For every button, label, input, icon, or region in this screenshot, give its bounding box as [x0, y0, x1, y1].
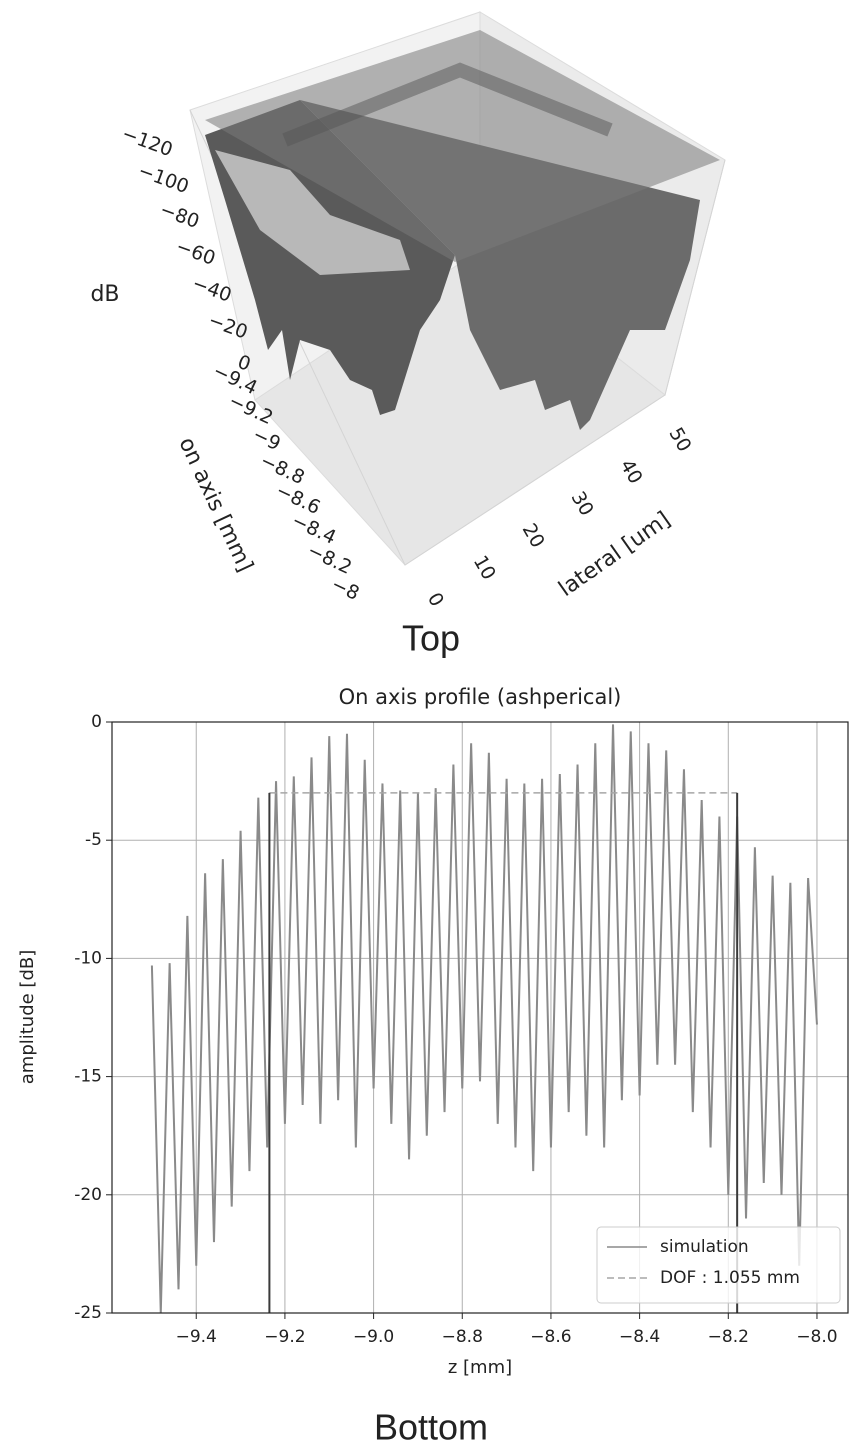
3d-box [189, 11, 726, 566]
y-tick-label: 50 [664, 424, 695, 456]
y-tick-label: 10 [469, 552, 500, 584]
x-tick-label: −9.2 [264, 1327, 305, 1347]
z-tick-label: −80 [157, 199, 202, 233]
surface-ridge [282, 62, 613, 147]
y-tick-label: -20 [74, 1185, 102, 1205]
y-tick-label: -15 [74, 1067, 102, 1087]
x-tick-label: −8.8 [442, 1327, 483, 1347]
z-tick-label: −60 [173, 235, 218, 269]
axes-frame [111, 721, 849, 1314]
legend-label: DOF : 1.055 mm [660, 1268, 800, 1288]
plot-area [150, 724, 818, 1313]
x-tick-label: −8.6 [530, 1327, 571, 1347]
y-axis-label: amplitude [dB] [17, 950, 38, 1085]
zero-plane [205, 30, 720, 262]
y-tick-label: 40 [615, 456, 646, 488]
x-axis-label: z [mm] [448, 1357, 512, 1378]
x-tick-label: −8.4 [619, 1327, 660, 1347]
legend-label: simulation [660, 1237, 749, 1257]
y-tick-label: 30 [567, 488, 598, 520]
y-tick-label: 20 [518, 520, 549, 552]
chart-title: On axis profile (ashperical) [339, 685, 622, 709]
y-tick-label: -25 [74, 1303, 102, 1323]
line [150, 724, 818, 1313]
legend-box [596, 1226, 841, 1304]
z-axis-label: dB [90, 282, 119, 307]
x-axis-label: on axis [mm] [173, 434, 257, 576]
surface-highlight [215, 150, 410, 275]
caption: Top [402, 618, 460, 659]
z-tick-label: −100 [135, 160, 192, 199]
x-tick-label: −9.0 [353, 1327, 394, 1347]
y-tick-label: 0 [91, 712, 102, 732]
z-tick-label: −120 [119, 123, 176, 162]
y-tick-label: -10 [74, 948, 102, 968]
x-tick-label: −8.2 [708, 1327, 749, 1347]
x-tick-label: −8.0 [796, 1327, 837, 1347]
legend: simulation DOF : 1.055 mm [596, 1226, 841, 1304]
x-tick-label: −9.4 [176, 1327, 217, 1347]
y-axis-label: lateral [um] [554, 507, 675, 602]
x-tick-label: −8 [328, 573, 363, 605]
caption: Bottom [374, 1407, 488, 1444]
y-tick-label: -5 [85, 830, 102, 850]
y-tick-label: 0 [423, 589, 448, 610]
